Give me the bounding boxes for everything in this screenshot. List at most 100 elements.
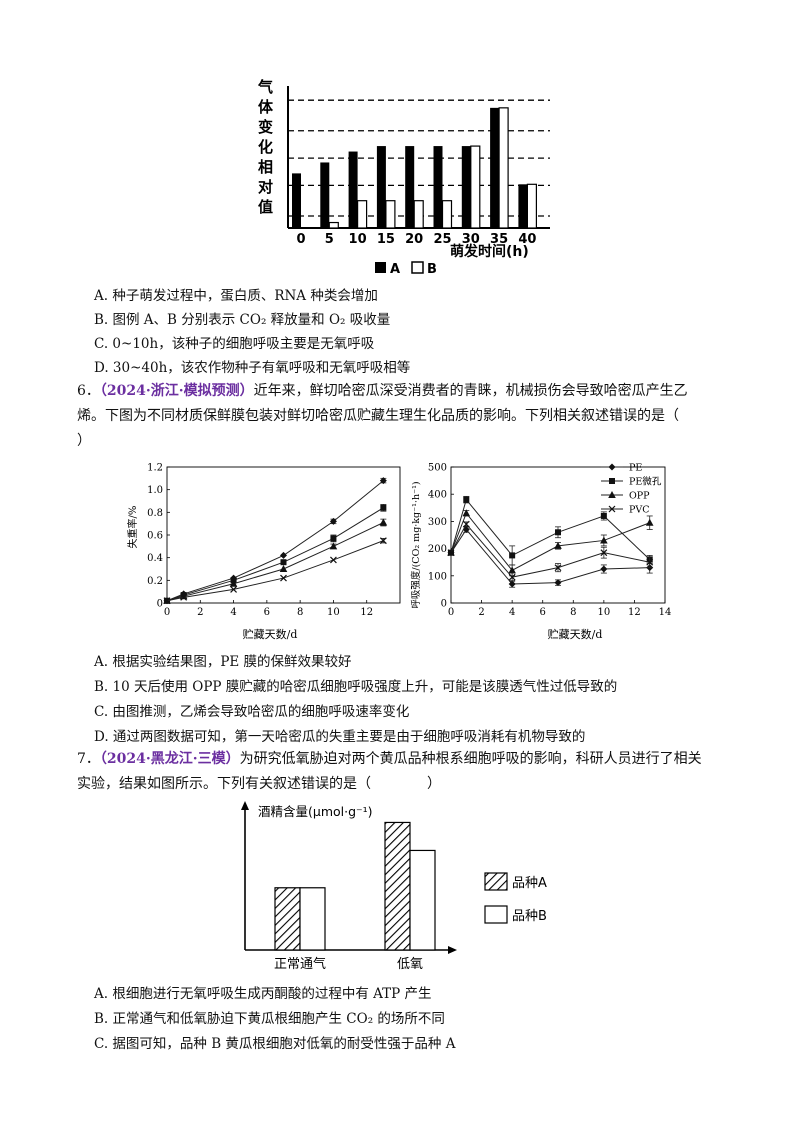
q5-option-c: C. 0~10h，该种子的细胞呼吸主要是无氧呼吸: [94, 336, 375, 352]
legend-a-swatch: [375, 262, 386, 273]
chart2-y-tick-label: 1.2: [147, 463, 163, 474]
q7-option-a: A. 根细胞进行无氧呼吸生成丙酮酸的过程中有 ATP 产生: [94, 986, 432, 1002]
chart2-x-tick-label: 12: [360, 607, 373, 618]
chart2-point: [329, 542, 338, 550]
q6-source: （2024·浙江·模拟预测）: [99, 383, 254, 399]
chart3-legend-label: PVC: [629, 505, 650, 516]
chart2-point: [279, 565, 288, 572]
q6-stem-line2: 烯。下图为不同材质保鲜膜包装对鲜切哈密瓜贮藏生理生化品质的影响。下列相关叙述错误…: [77, 408, 679, 424]
chart2-y-tick-label: 0.8: [147, 508, 163, 519]
chart2-y-tick-label: 0.4: [147, 553, 163, 564]
chart2-point-cross: [230, 585, 237, 593]
chart3-series-line: [450, 498, 651, 560]
legend-variety-a-label: 品种A: [512, 876, 547, 891]
chart3-x-tick-label: 12: [628, 607, 641, 618]
chart2-series-line: [166, 507, 384, 602]
chart3-point: [645, 518, 654, 526]
chart3-legend-label: OPP: [629, 491, 650, 502]
legend-b-swatch: [411, 261, 424, 274]
chart4-category-label: 正常通气: [274, 956, 326, 972]
chart4-y-label: 酒精含量(μmol·g⁻¹): [258, 804, 373, 819]
chart1-bar-a: [320, 162, 330, 228]
chart3-legend-label: PE微孔: [629, 476, 662, 488]
chart2-point: [330, 535, 337, 542]
chart2-point: [280, 559, 287, 566]
q6-stem-text1: 近年来，鲜切哈密瓜深受消费者的青睐，机械损伤会导致哈密瓜产生乙: [253, 383, 688, 399]
chart3-point: [600, 536, 608, 544]
q5-option-a: A. 种子萌发过程中，蛋白质、RNA 种类会增加: [94, 288, 378, 304]
chart3-legend-marker-cross: [608, 505, 616, 513]
chart3-x-tick-label: 14: [659, 607, 672, 618]
chart1-bar-a: [490, 107, 500, 228]
chart4-category-label: 低氧: [397, 957, 423, 972]
chart2-point-cross: [379, 537, 387, 545]
chart3-frame: [450, 466, 666, 604]
chart3-point: [462, 509, 471, 517]
chart3-point: [508, 566, 516, 574]
q6-number: 6．: [77, 383, 100, 399]
chart3-point: [555, 529, 561, 536]
chart1-bar-a: [292, 173, 301, 228]
chart1-x-tick: 40: [518, 232, 536, 247]
chart3-x-tick-label: 6: [540, 607, 546, 618]
chart4-x-arrow: [448, 946, 457, 954]
chart1-bar-b: [498, 107, 509, 229]
chart3-legend-marker: [608, 491, 616, 498]
chart2-series-line: [166, 480, 384, 602]
chart1-x-tick: 10: [349, 232, 367, 247]
chart1-y-label-char: 化: [258, 138, 273, 156]
legend-variety-b-label: 品种B: [512, 909, 547, 924]
chart1-bar-a: [405, 146, 415, 228]
chart1-bar-b: [413, 200, 424, 229]
chart3-point: [554, 579, 562, 587]
chart1-bar-a: [348, 151, 358, 228]
chart3-y-tick-label: 500: [428, 463, 447, 474]
chart1-y-label-char: 相: [258, 158, 273, 176]
chart3-point-cross: [554, 564, 562, 572]
chart3-point-cross: [646, 558, 654, 566]
chart2-series-line: [166, 522, 384, 602]
q6-option-b: B. 10 天后使用 OPP 膜贮藏的哈密瓜细胞呼吸强度上升，可能是该膜透气性过…: [94, 679, 618, 695]
chart1-y-label-char: 变: [258, 118, 273, 136]
chart1-y-label-char: 值: [258, 198, 273, 216]
chart1-bar-a: [376, 146, 386, 228]
chart2-x-tick-label: 8: [297, 607, 303, 618]
q6-option-d: D. 通过两图数据可知，第一天哈密瓜的失重主要是由于细胞呼吸消耗有机物导致的: [94, 729, 586, 745]
chart3-series-line: [450, 512, 650, 571]
legend-b-label: B: [427, 262, 437, 277]
q7-stem-line1: 7．（2024·黑龙江·三模）为研究低氧胁迫对两个黄瓜品种根系细胞呼吸的影响，科…: [77, 749, 702, 769]
chart2-y-tick-label: 0: [157, 599, 163, 610]
chart3-series-line: [450, 528, 650, 585]
chart3-point-cross: [508, 573, 516, 581]
respiration-line-chart: 呼吸强度/(CO₂ mg·kg⁻¹·h⁻¹) 0 100 200 300 400 500 0…: [410, 463, 672, 642]
chart4-bar-variety-b: [409, 849, 436, 951]
chart1-bar-b: [441, 200, 453, 229]
q7-source: （2024·黑龙江·三模）: [99, 751, 240, 767]
chart1-y-label-char: 气: [257, 78, 273, 96]
chart3-y-tick-label: 200: [428, 544, 447, 555]
q6-option-c: C. 由图推测，乙烯会导致哈密瓜的细胞呼吸速率变化: [94, 704, 410, 720]
chart3-x-tick-label: 2: [478, 607, 484, 618]
chart1-x-tick: 0: [296, 232, 305, 247]
chart3-legend-marker: [609, 478, 615, 484]
chart2-x-tick-label: 4: [230, 607, 236, 618]
chart3-legend: PE PE微孔 OPP PVC: [601, 463, 662, 516]
chart3-y-tick-label: 100: [428, 571, 447, 582]
legend-a-label: A: [390, 262, 400, 277]
chart3-point: [554, 541, 562, 549]
q6-option-a: A. 根据实验结果图，PE 膜的保鲜效果较好: [94, 654, 352, 670]
chart4-y-arrow: [241, 801, 249, 810]
chart3-legend-label: PE: [629, 463, 642, 474]
chart2-point: [379, 518, 388, 526]
weight-loss-line-chart: 失重率/% 0 0.2 0.4 0.6 0.8 1.0 1.2 0 2 4 6 8 10 12 贮藏天数/…: [126, 463, 401, 641]
chart1-x-tick: 15: [377, 232, 395, 247]
chart2-y-tick-label: 1.0: [147, 485, 163, 496]
q7-stem-line2: 实验，结果如图所示。下列有关叙述错误的是（ ）: [77, 776, 441, 792]
chart2-point: [379, 477, 387, 485]
q7-stem-text1: 为研究低氧胁迫对两个黄瓜品种根系细胞呼吸的影响，科研人员进行了相关: [239, 751, 702, 767]
chart3-point-cross: [447, 549, 455, 557]
chart2-point-cross: [180, 593, 188, 601]
chart3-x-tick-label: 8: [570, 607, 576, 618]
chart2-x-tick-label: 0: [164, 607, 170, 618]
